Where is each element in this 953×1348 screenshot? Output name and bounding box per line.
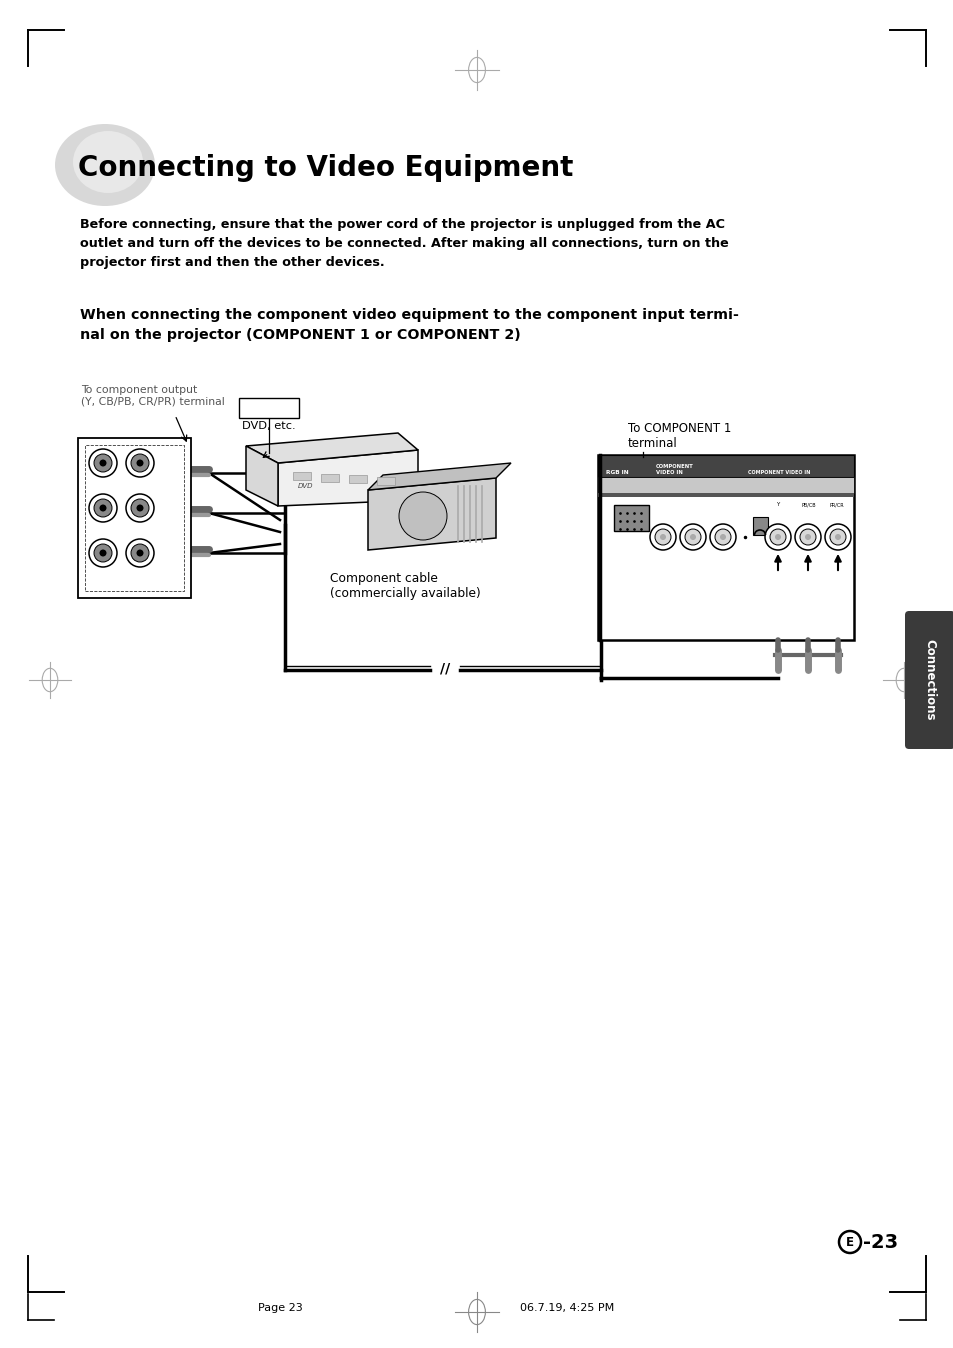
Text: RGB IN: RGB IN: [605, 470, 628, 476]
Text: //: //: [439, 661, 450, 675]
Circle shape: [659, 534, 665, 541]
Circle shape: [136, 504, 143, 511]
Circle shape: [94, 454, 112, 472]
Bar: [293, 472, 311, 480]
Bar: [598, 456, 853, 477]
Circle shape: [407, 500, 438, 532]
Text: DVD, etc.: DVD, etc.: [242, 421, 295, 431]
Circle shape: [679, 524, 705, 550]
Text: When connecting the component video equipment to the component input termi-
nal : When connecting the component video equi…: [80, 307, 739, 342]
Circle shape: [89, 449, 117, 477]
Circle shape: [418, 512, 427, 520]
Circle shape: [804, 534, 810, 541]
FancyBboxPatch shape: [904, 611, 953, 749]
Circle shape: [126, 449, 153, 477]
Bar: [614, 506, 648, 531]
Polygon shape: [368, 462, 511, 491]
Bar: [349, 474, 367, 483]
Circle shape: [99, 460, 107, 466]
Text: Before connecting, ensure that the power cord of the projector is unplugged from: Before connecting, ensure that the power…: [80, 218, 728, 270]
Circle shape: [99, 504, 107, 511]
Text: 06.7.19, 4:25 PM: 06.7.19, 4:25 PM: [519, 1304, 614, 1313]
FancyBboxPatch shape: [239, 398, 298, 418]
Text: Component cable: Component cable: [330, 572, 437, 585]
Polygon shape: [368, 479, 496, 550]
Circle shape: [720, 534, 725, 541]
Circle shape: [794, 524, 821, 550]
Circle shape: [649, 524, 676, 550]
Circle shape: [94, 499, 112, 518]
Circle shape: [126, 493, 153, 522]
Circle shape: [131, 454, 149, 472]
Circle shape: [89, 493, 117, 522]
Circle shape: [99, 550, 107, 557]
Circle shape: [689, 534, 696, 541]
Circle shape: [800, 528, 815, 545]
Circle shape: [94, 545, 112, 562]
Text: (commercially available): (commercially available): [330, 586, 480, 600]
Bar: [85, 445, 184, 590]
Text: (Y, CB/PB, CR/PR) terminal: (Y, CB/PB, CR/PR) terminal: [81, 398, 225, 407]
Circle shape: [774, 534, 781, 541]
Polygon shape: [246, 433, 417, 462]
Circle shape: [824, 524, 850, 550]
Bar: [598, 493, 853, 497]
Bar: [598, 477, 853, 493]
Bar: [320, 473, 338, 481]
Circle shape: [684, 528, 700, 545]
Bar: [752, 518, 767, 535]
Text: PR/CR: PR/CR: [829, 503, 843, 507]
Text: -23: -23: [862, 1232, 897, 1251]
Bar: [78, 438, 191, 599]
Text: Y: Y: [775, 503, 779, 507]
Bar: [376, 476, 395, 484]
Text: Connecting to Video Equipment: Connecting to Video Equipment: [78, 154, 573, 182]
Circle shape: [136, 550, 143, 557]
Bar: [598, 456, 853, 640]
Circle shape: [414, 507, 432, 524]
Ellipse shape: [55, 124, 154, 206]
Circle shape: [714, 528, 730, 545]
Circle shape: [131, 545, 149, 562]
Text: VIDEO IN: VIDEO IN: [656, 470, 682, 476]
Text: DVD: DVD: [297, 483, 314, 489]
Text: Connections: Connections: [923, 639, 936, 721]
Text: terminal: terminal: [627, 437, 677, 450]
Text: To component output: To component output: [81, 386, 197, 395]
Text: E: E: [845, 1236, 853, 1248]
Text: Page 23: Page 23: [257, 1304, 302, 1313]
Circle shape: [834, 534, 841, 541]
Circle shape: [769, 528, 785, 545]
Polygon shape: [277, 450, 417, 506]
Circle shape: [829, 528, 845, 545]
Circle shape: [709, 524, 735, 550]
Circle shape: [126, 539, 153, 568]
Text: COMPONENT: COMPONENT: [656, 465, 693, 469]
Circle shape: [89, 539, 117, 568]
Circle shape: [398, 492, 447, 541]
Text: COMPONENT VIDEO IN: COMPONENT VIDEO IN: [747, 470, 809, 476]
Polygon shape: [246, 446, 277, 506]
Circle shape: [136, 460, 143, 466]
Circle shape: [131, 499, 149, 518]
Text: PB/CB: PB/CB: [801, 503, 816, 507]
Circle shape: [655, 528, 670, 545]
Text: To COMPONENT 1: To COMPONENT 1: [627, 422, 731, 435]
Ellipse shape: [73, 131, 143, 193]
Circle shape: [764, 524, 790, 550]
